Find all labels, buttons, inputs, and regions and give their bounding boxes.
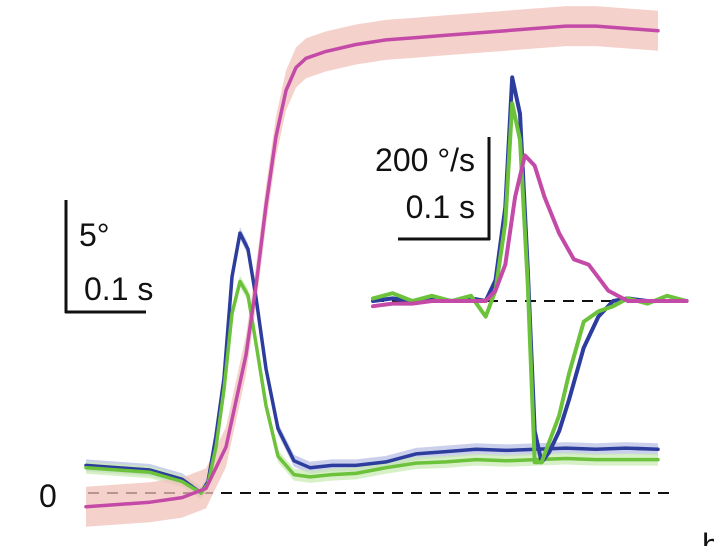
main-band-1 [86, 275, 658, 499]
main-line-2 [84, 24, 660, 509]
inset-scale-bar-x-label: 0.1 s [406, 189, 475, 225]
inset-panel: 200 °/s 0.1 s [371, 75, 692, 465]
inset-line-2 [371, 153, 689, 309]
main-scale-bar-x-label: 0.1 s [84, 271, 153, 307]
edge-letter: h [702, 527, 714, 546]
inset-scale-bar: 200 °/s 0.1 s [375, 137, 491, 241]
main-scale-bar-y-label: 5° [79, 217, 110, 253]
main-zero-label: 0 [39, 478, 57, 514]
inset-line-0 [371, 75, 689, 465]
main-scale-bar: 5° 0.1 s [64, 200, 153, 314]
main-panel: 0 5° 0.1 s [39, 6, 672, 527]
inset-scale-bar-y-label: 200 °/s [375, 142, 475, 178]
main-lines [84, 24, 660, 509]
inset-lines [371, 75, 689, 465]
